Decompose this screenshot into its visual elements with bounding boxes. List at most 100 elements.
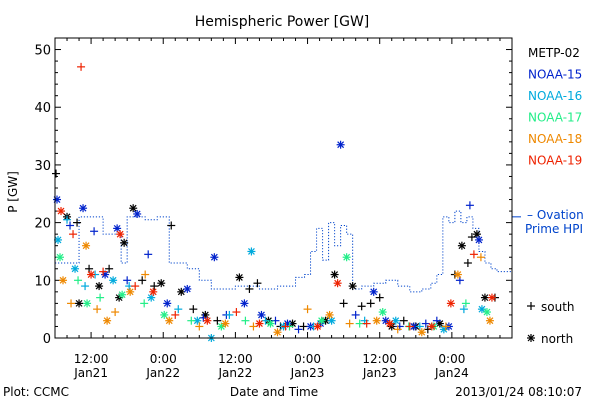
data-point-noaa-16 — [63, 215, 72, 224]
data-point-metp-02 — [330, 270, 339, 279]
data-point-metp-02 — [75, 299, 84, 308]
data-point-noaa-17 — [355, 319, 364, 328]
x-tick-label-date: Jan22 — [218, 366, 253, 380]
data-point-noaa-15 — [90, 227, 99, 236]
data-point-noaa-17 — [217, 322, 226, 331]
y-tick-label: 40 — [34, 101, 51, 116]
data-point-noaa-18 — [165, 316, 174, 325]
data-point-noaa-16 — [415, 322, 424, 331]
x-tick-label-time: 0:00 — [294, 352, 321, 366]
data-point-noaa-15 — [369, 287, 378, 296]
data-point-noaa-16 — [459, 305, 468, 314]
data-point-noaa-17 — [74, 276, 83, 285]
data-point-noaa-15 — [432, 316, 441, 325]
data-point-noaa-17 — [461, 299, 470, 308]
data-point-noaa-19 — [255, 319, 264, 328]
data-point-metp-02 — [399, 316, 408, 325]
data-point-noaa-15 — [53, 195, 62, 204]
data-point-noaa-17 — [378, 308, 387, 317]
data-point-metp-02 — [375, 293, 384, 302]
data-point-noaa-18 — [372, 316, 381, 325]
data-point-metp-02 — [235, 273, 244, 282]
data-point-noaa-17 — [118, 290, 127, 299]
data-point-noaa-19 — [57, 207, 66, 216]
data-point-noaa-15 — [421, 319, 430, 328]
data-point-noaa-15 — [123, 276, 132, 285]
data-point-noaa-15 — [183, 284, 192, 293]
x-tick-label-time: 12:00 — [362, 352, 397, 366]
y-tick-label: 0 — [43, 332, 51, 347]
footer-timestamp: 2013/01/24 08:10:07 — [455, 385, 582, 399]
data-point-noaa-18 — [417, 328, 426, 337]
x-tick-label-date: Jan23 — [290, 366, 325, 380]
data-point-metp-02 — [339, 299, 348, 308]
ovation-legend-label-1: – Ovation — [527, 208, 584, 222]
data-point-metp-02 — [52, 169, 61, 178]
data-point-noaa-16 — [391, 316, 400, 325]
data-point-noaa-19 — [487, 293, 496, 302]
data-point-noaa-18 — [485, 316, 494, 325]
x-tick-label-date: Jan22 — [145, 366, 180, 380]
data-point-noaa-16 — [71, 264, 80, 273]
data-point-noaa-17 — [56, 253, 65, 262]
data-point-noaa-19 — [427, 322, 436, 331]
data-point-noaa-16 — [109, 276, 118, 285]
data-point-noaa-18 — [441, 322, 450, 331]
data-point-noaa-15 — [133, 209, 142, 218]
data-point-noaa-17 — [96, 293, 105, 302]
data-point-noaa-19 — [469, 250, 478, 259]
data-point-metp-02 — [150, 282, 159, 291]
data-point-noaa-19 — [131, 282, 140, 291]
data-point-metp-02 — [105, 264, 114, 273]
data-point-noaa-16 — [147, 293, 156, 302]
data-point-noaa-15 — [66, 221, 75, 230]
data-point-noaa-15 — [294, 325, 303, 334]
data-point-metp-02 — [167, 221, 176, 230]
y-tick-label: 20 — [34, 217, 51, 232]
data-point-noaa-19 — [232, 308, 241, 317]
legend-entry-noaa-19: NOAA-19 — [528, 154, 582, 168]
data-point-noaa-19 — [69, 230, 78, 239]
data-point-metp-02 — [85, 264, 94, 273]
data-point-noaa-16 — [327, 316, 336, 325]
data-point-noaa-18 — [221, 319, 230, 328]
data-point-metp-02 — [463, 259, 472, 267]
legend-entry-noaa-16: NOAA-16 — [528, 89, 582, 103]
data-point-noaa-16 — [225, 310, 234, 319]
data-point-metp-02 — [480, 293, 489, 302]
data-point-noaa-18 — [249, 322, 258, 331]
data-point-noaa-16 — [247, 247, 256, 256]
data-point-noaa-18 — [195, 322, 204, 331]
data-point-noaa-15 — [474, 235, 483, 244]
data-point-noaa-17 — [482, 308, 491, 317]
data-point-noaa-18 — [453, 270, 462, 279]
data-point-noaa-19 — [116, 230, 125, 239]
data-point-noaa-16 — [81, 282, 90, 291]
data-point-noaa-19 — [99, 267, 108, 276]
legend-entry-noaa-15: NOAA-15 — [528, 68, 582, 82]
data-point-noaa-15 — [336, 140, 345, 149]
data-point-metp-02 — [95, 282, 104, 291]
data-point-noaa-17 — [266, 319, 275, 328]
x-tick-label-time: 12:00 — [218, 352, 253, 366]
data-point-noaa-18 — [103, 316, 112, 325]
legend-entry-metp-02: METP-02 — [528, 46, 580, 60]
data-point-noaa-15 — [257, 310, 266, 319]
x-tick-label-date: Jan24 — [434, 366, 469, 380]
data-point-noaa-18 — [345, 319, 354, 328]
data-point-noaa-18 — [325, 310, 334, 319]
data-point-metp-02 — [177, 287, 186, 296]
data-point-metp-02 — [423, 325, 432, 334]
data-point-noaa-17 — [317, 316, 326, 325]
data-point-noaa-19 — [77, 62, 86, 71]
data-point-noaa-15 — [163, 299, 172, 308]
data-point-metp-02 — [457, 241, 466, 250]
data-point-noaa-15 — [455, 276, 464, 285]
data-point-noaa-15 — [351, 310, 360, 319]
data-point-noaa-18 — [82, 241, 91, 250]
data-point-noaa-18 — [303, 305, 312, 314]
data-point-noaa-17 — [342, 253, 351, 262]
data-point-metp-02 — [120, 238, 129, 247]
data-point-noaa-15 — [210, 253, 219, 262]
